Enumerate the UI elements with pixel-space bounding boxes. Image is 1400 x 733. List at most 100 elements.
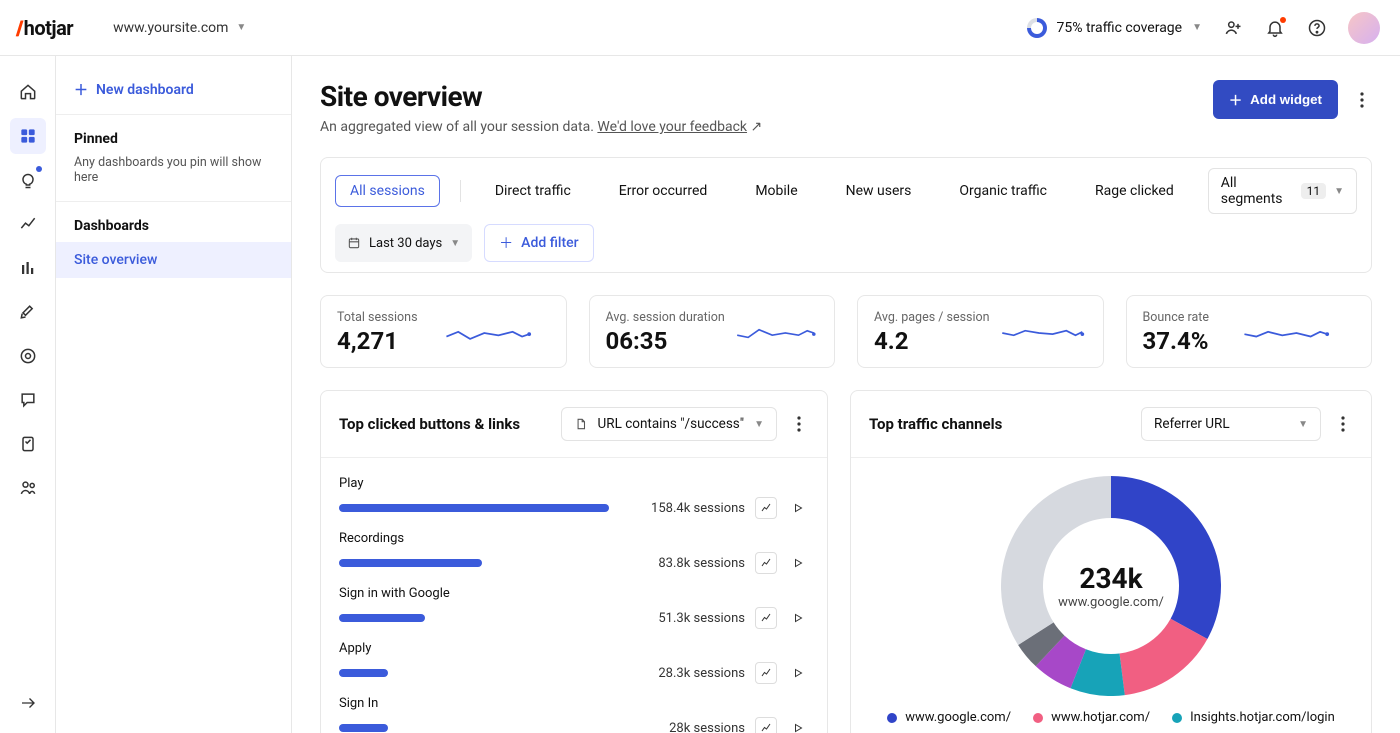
kpi-value: 4,271: [337, 327, 418, 355]
kpi-value: 06:35: [606, 327, 725, 355]
click-item: Sign in with Google 51.3k sessions: [339, 574, 809, 629]
kpi-row: Total sessions 4,271 Avg. session duration…: [320, 295, 1372, 368]
coverage-label: 75% traffic coverage: [1057, 20, 1183, 36]
filter-tab[interactable]: Organic traffic: [945, 176, 1061, 206]
channels-selector[interactable]: Referrer URL ▼: [1141, 407, 1321, 441]
chart-icon[interactable]: [755, 607, 777, 629]
date-range-selector[interactable]: Last 30 days ▼: [335, 224, 472, 262]
add-filter-button[interactable]: ＋ Add filter: [484, 224, 593, 262]
donut-center-value: 234k: [1058, 562, 1164, 595]
top-channels-card: Top traffic channels Referrer URL ▼ 234k…: [850, 390, 1372, 733]
chevron-down-icon: ▼: [236, 22, 246, 33]
click-sessions: 28k sessions: [669, 721, 745, 733]
divider: [460, 180, 461, 202]
add-widget-button[interactable]: ＋ Add widget: [1213, 80, 1338, 119]
segments-selector[interactable]: All segments 11 ▼: [1208, 168, 1357, 214]
rail-engage[interactable]: [10, 470, 46, 506]
filter-tab[interactable]: Direct traffic: [481, 176, 585, 206]
play-icon[interactable]: [787, 607, 809, 629]
invite-user-icon[interactable]: [1222, 17, 1244, 39]
kpi-label: Bounce rate: [1143, 310, 1210, 325]
card-menu-button[interactable]: [1333, 414, 1353, 434]
click-item-label: Recordings: [339, 531, 809, 546]
rail-collapse[interactable]: [10, 685, 46, 721]
chevron-down-icon: ▼: [1192, 22, 1202, 33]
filter-tab[interactable]: Mobile: [741, 176, 811, 206]
chart-icon[interactable]: [755, 552, 777, 574]
kpi-label: Total sessions: [337, 310, 418, 325]
play-icon[interactable]: [787, 497, 809, 519]
rail-trends[interactable]: [10, 206, 46, 242]
traffic-coverage[interactable]: 75% traffic coverage ▼: [1027, 18, 1202, 38]
rail-surveys[interactable]: [10, 426, 46, 462]
card-menu-button[interactable]: [789, 414, 809, 434]
donut-legend: www.google.com/www.hotjar.com/Insights.h…: [851, 704, 1371, 733]
click-sessions: 158.4k sessions: [651, 501, 745, 516]
date-range-label: Last 30 days: [369, 236, 442, 251]
site-selector[interactable]: www.yoursite.com ▼: [113, 20, 246, 36]
donut-chart: 234kwww.google.com/: [851, 458, 1371, 704]
filter-tab[interactable]: Error occurred: [605, 176, 722, 206]
sparkline: [1000, 320, 1087, 346]
nav-rail: [0, 56, 56, 733]
page-menu-button[interactable]: [1352, 90, 1372, 110]
legend-label: www.google.com/: [905, 710, 1011, 725]
plus-icon: ＋: [74, 80, 88, 100]
new-dashboard-label: New dashboard: [96, 82, 194, 98]
rail-feedback[interactable]: [10, 382, 46, 418]
sparkline: [428, 320, 550, 346]
calendar-icon: [347, 236, 361, 250]
feedback-link[interactable]: We'd love your feedback: [597, 119, 747, 135]
rail-heatmaps[interactable]: [10, 338, 46, 374]
clicks-filter-selector[interactable]: URL contains "/success" ▼: [561, 407, 778, 441]
page-subtitle: An aggregated view of all your session d…: [320, 119, 762, 135]
chart-icon[interactable]: [755, 662, 777, 684]
donut-center-label: www.google.com/: [1058, 595, 1164, 610]
pinned-heading: Pinned: [56, 115, 291, 155]
main: Site overview An aggregated view of all …: [292, 56, 1400, 733]
segments-count: 11: [1301, 183, 1327, 199]
kpi-card: Avg. session duration06:35: [589, 295, 836, 368]
kpi-value: 37.4%: [1143, 327, 1210, 355]
play-icon[interactable]: [787, 552, 809, 574]
rail-home[interactable]: [10, 74, 46, 110]
click-item-label: Apply: [339, 641, 809, 656]
avatar[interactable]: [1348, 12, 1380, 44]
new-dashboard-button[interactable]: ＋ New dashboard: [56, 66, 291, 115]
kpi-card: Bounce rate 37.4%: [1126, 295, 1373, 368]
plus-icon: ＋: [499, 233, 513, 253]
click-sessions: 51.3k sessions: [658, 611, 745, 626]
chart-icon[interactable]: [755, 717, 777, 733]
filter-bar: All sessions Direct traffic Error occurred…: [320, 157, 1372, 273]
kpi-label: Avg. pages / session: [874, 310, 990, 325]
rail-dashboards[interactable]: [10, 118, 46, 154]
click-item: Sign In28k sessions: [339, 684, 809, 733]
click-item-label: Sign in with Google: [339, 586, 809, 601]
filter-tab[interactable]: All sessions: [335, 175, 440, 207]
legend-label: www.hotjar.com/: [1051, 710, 1150, 725]
rail-funnels[interactable]: [10, 250, 46, 286]
chart-icon[interactable]: [755, 497, 777, 519]
pinned-note: Any dashboards you pin will show here: [56, 155, 291, 202]
rail-highlights[interactable]: [10, 162, 46, 198]
filter-tab[interactable]: New users: [832, 176, 926, 206]
notifications-icon[interactable]: [1264, 17, 1286, 39]
card-title: Top traffic channels: [869, 415, 1002, 433]
sidebar: ＋ New dashboard Pinned Any dashboards yo…: [56, 56, 292, 733]
click-bar: [339, 669, 609, 677]
play-icon[interactable]: [787, 662, 809, 684]
click-sessions: 28.3k sessions: [658, 666, 745, 681]
rail-recordings[interactable]: [10, 294, 46, 330]
external-link-icon: ↗: [751, 119, 763, 135]
logo: // hotjar: [16, 16, 73, 40]
legend-dot-icon: [1172, 713, 1182, 723]
filter-tab[interactable]: Rage clicked: [1081, 176, 1188, 206]
legend-dot-icon: [1033, 713, 1043, 723]
play-icon[interactable]: [787, 717, 809, 733]
sidebar-item-site-overview[interactable]: Site overview: [56, 242, 291, 278]
cards-row: Top clicked buttons & links URL contains…: [320, 390, 1372, 733]
help-icon[interactable]: [1306, 17, 1328, 39]
segments-label: All segments: [1221, 175, 1293, 207]
chevron-down-icon: ▼: [1334, 186, 1344, 197]
click-bar: [339, 559, 609, 567]
